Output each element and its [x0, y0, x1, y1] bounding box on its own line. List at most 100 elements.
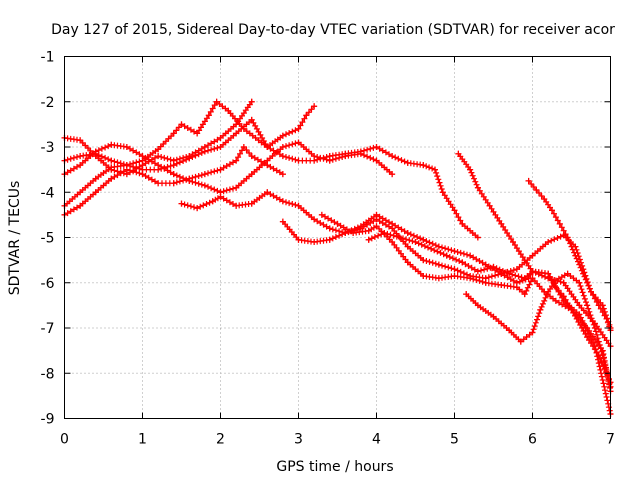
data-point	[77, 202, 84, 209]
data-point	[186, 155, 193, 162]
data-point	[517, 338, 524, 345]
series-s6	[178, 189, 614, 386]
data-point	[412, 239, 419, 246]
data-point	[108, 141, 115, 148]
data-point	[549, 207, 555, 214]
data-point	[599, 352, 606, 359]
data-point	[482, 261, 489, 268]
data-point	[217, 144, 224, 150]
data-point	[451, 248, 458, 255]
data-point	[248, 171, 255, 178]
data-point	[108, 157, 115, 164]
y-tick-label: -5	[41, 231, 55, 247]
data-point	[591, 343, 598, 350]
data-point	[513, 284, 520, 291]
data-point	[588, 288, 594, 295]
data-point	[545, 288, 552, 295]
data-point	[420, 236, 427, 243]
data-point	[404, 229, 411, 236]
chart-title: Day 127 of 2015, Sidereal Day-to-day VTE…	[51, 22, 615, 38]
data-point	[373, 223, 380, 230]
x-tick-label: 7	[606, 432, 615, 448]
data-point	[463, 291, 470, 298]
data-point	[170, 180, 177, 187]
data-point	[467, 166, 474, 173]
data-point	[295, 202, 302, 209]
data-point	[389, 171, 396, 178]
y-axis-label: SDTVAR / TECUs	[7, 181, 23, 296]
data-point	[537, 306, 544, 313]
data-point	[584, 302, 591, 309]
y-tick-label: -9	[41, 412, 55, 428]
data-point	[201, 182, 208, 189]
data-point	[279, 132, 286, 139]
data-point	[451, 266, 458, 273]
data-point	[439, 189, 446, 196]
data-point	[92, 148, 99, 155]
data-point	[432, 166, 438, 173]
data-point	[264, 162, 271, 169]
data-point	[248, 116, 255, 123]
x-tick-label: 0	[60, 432, 69, 448]
axis-ticks	[64, 56, 611, 419]
data-point	[311, 239, 318, 246]
data-point	[490, 313, 497, 320]
data-point	[506, 327, 513, 334]
data-point	[389, 220, 396, 227]
data-point	[311, 103, 318, 110]
data-point	[510, 239, 516, 246]
data-point	[217, 166, 224, 173]
series-s5	[61, 144, 286, 218]
data-point	[139, 171, 146, 178]
data-point	[389, 153, 396, 160]
data-point	[311, 216, 318, 223]
data-point	[552, 297, 559, 304]
data-point	[533, 186, 540, 193]
data-point	[576, 302, 583, 309]
series-group	[61, 98, 614, 417]
data-point	[529, 268, 536, 275]
data-point	[178, 200, 185, 207]
data-point	[248, 153, 255, 160]
data-point	[279, 171, 286, 178]
data-point	[77, 153, 84, 160]
data-point	[209, 198, 216, 205]
data-point	[108, 175, 115, 182]
data-point	[443, 252, 450, 259]
data-point	[225, 107, 232, 114]
data-point	[435, 243, 442, 250]
data-point	[155, 180, 162, 187]
data-point	[170, 130, 177, 137]
data-point	[451, 207, 458, 214]
data-point	[560, 297, 567, 304]
data-point	[435, 275, 442, 282]
data-point	[513, 266, 520, 273]
data-point	[373, 157, 380, 164]
data-point	[580, 270, 587, 277]
data-point	[350, 229, 357, 236]
data-point	[482, 279, 489, 286]
data-point	[170, 162, 177, 169]
data-point	[233, 130, 240, 137]
y-tick-labels: -1 -2 -3 -4 -5 -6 -7 -8 -9	[41, 50, 55, 428]
data-point	[92, 175, 99, 182]
data-point	[396, 234, 403, 241]
data-point	[521, 275, 528, 282]
series-s12	[525, 177, 614, 334]
data-point	[233, 157, 240, 164]
data-point	[529, 329, 536, 336]
data-point	[455, 150, 462, 157]
data-point	[420, 272, 427, 279]
data-point	[373, 211, 380, 218]
data-point	[381, 229, 388, 236]
data-point	[498, 220, 505, 227]
data-point	[576, 279, 583, 286]
x-axis-label: GPS time / hours	[276, 459, 393, 475]
data-point	[201, 171, 208, 178]
data-point	[572, 252, 579, 259]
data-point	[326, 157, 333, 164]
data-point	[264, 144, 271, 150]
data-point	[295, 236, 302, 243]
series-s8	[318, 211, 614, 395]
